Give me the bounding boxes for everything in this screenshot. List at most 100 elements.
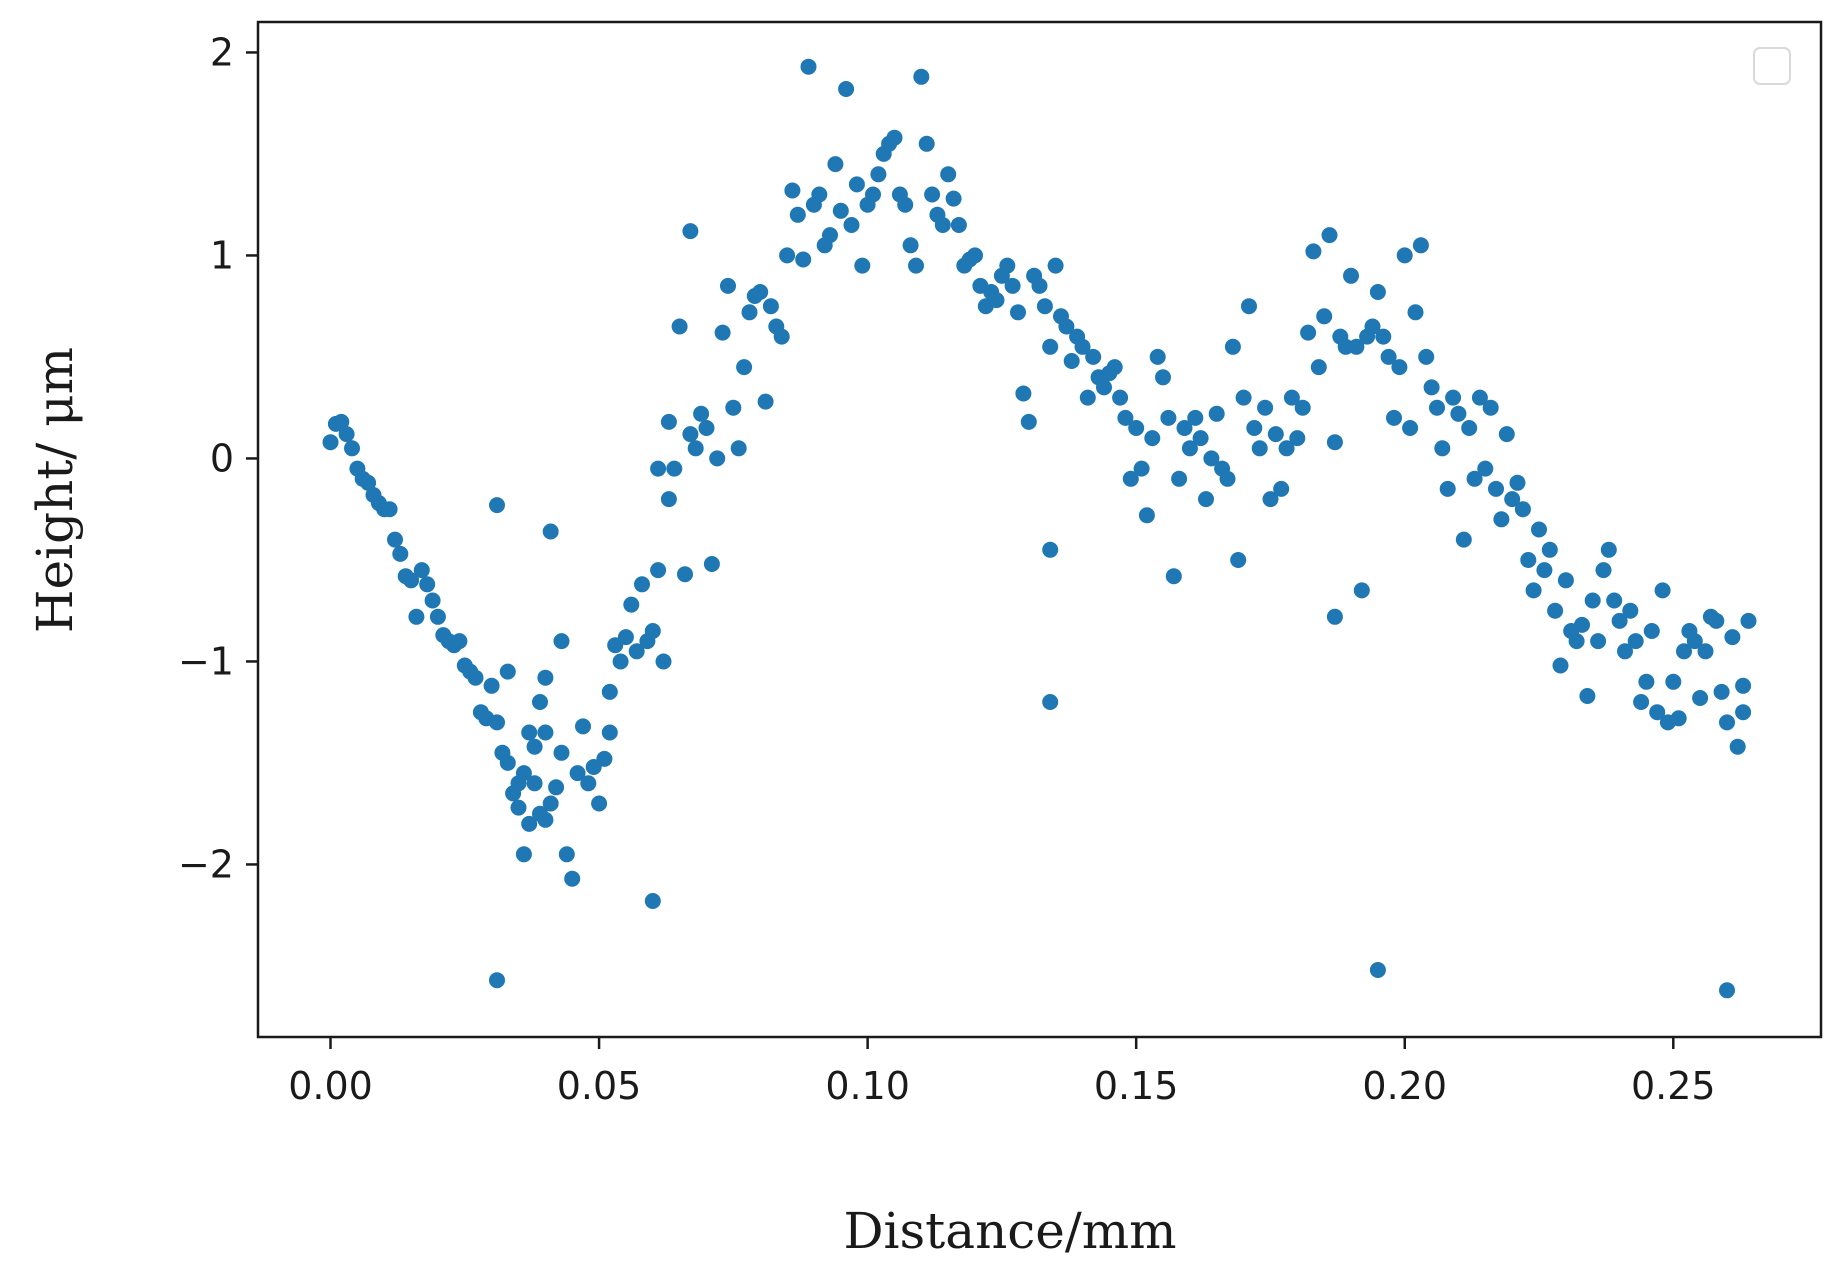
y-tick-label: 1 xyxy=(210,233,234,277)
data-point xyxy=(1665,673,1682,690)
y-tick-label: 0 xyxy=(210,436,234,480)
data-point xyxy=(1391,359,1408,376)
data-point xyxy=(1445,389,1462,406)
data-point xyxy=(1638,673,1655,690)
data-point xyxy=(1321,227,1338,244)
data-point xyxy=(1187,409,1204,426)
data-point xyxy=(1525,582,1542,599)
data-point xyxy=(403,572,420,589)
data-point xyxy=(660,413,677,430)
plot-frame xyxy=(256,20,1823,1039)
data-point xyxy=(338,426,355,443)
data-point xyxy=(1144,430,1161,447)
data-point xyxy=(1509,474,1526,491)
data-point xyxy=(714,324,731,341)
data-point xyxy=(537,811,554,828)
x-axis: 0.00 0.05 0.10 0.15 0.20 0.25 xyxy=(288,1037,1716,1108)
data-point xyxy=(408,608,425,625)
data-point xyxy=(1471,389,1488,406)
data-point xyxy=(693,405,710,422)
data-point xyxy=(1439,480,1456,497)
data-point xyxy=(1729,738,1746,755)
data-point xyxy=(1686,633,1703,650)
data-point xyxy=(1241,298,1257,315)
data-point xyxy=(1466,470,1483,487)
data-point xyxy=(1386,409,1402,426)
data-point xyxy=(1735,704,1752,721)
data-point xyxy=(467,669,484,686)
data-points xyxy=(322,58,1757,999)
data-point xyxy=(612,653,629,670)
data-point xyxy=(1267,426,1284,443)
data-point xyxy=(634,576,650,593)
data-point xyxy=(940,166,957,183)
data-point xyxy=(934,217,951,233)
data-point xyxy=(1208,405,1225,422)
data-point xyxy=(1740,612,1757,629)
data-point xyxy=(1316,308,1333,325)
data-point xyxy=(865,186,881,203)
data-point xyxy=(1198,491,1214,508)
data-point xyxy=(548,779,565,796)
data-point xyxy=(558,846,575,863)
data-point xyxy=(1633,694,1650,710)
data-point xyxy=(1407,304,1424,321)
data-point xyxy=(569,765,586,782)
data-point xyxy=(1557,572,1574,589)
data-point xyxy=(1719,714,1735,731)
data-point xyxy=(1192,430,1209,447)
data-point xyxy=(542,795,559,812)
data-point xyxy=(1697,643,1714,660)
data-point xyxy=(1692,690,1709,706)
data-point xyxy=(1278,440,1295,457)
data-point xyxy=(1112,389,1129,406)
data-point xyxy=(1096,379,1112,396)
data-point xyxy=(1504,491,1521,508)
x-tick-label: 0.00 xyxy=(288,1064,373,1108)
data-point xyxy=(483,677,500,694)
data-point xyxy=(1251,440,1268,457)
data-point xyxy=(1326,434,1343,451)
data-point xyxy=(988,292,1005,309)
data-point xyxy=(1138,507,1155,524)
data-point xyxy=(1004,277,1021,294)
data-point xyxy=(1498,426,1515,443)
data-point xyxy=(1606,592,1623,609)
data-point xyxy=(1611,612,1628,629)
data-point xyxy=(650,460,667,477)
data-point xyxy=(1160,409,1177,426)
data-point xyxy=(1117,409,1134,426)
data-point xyxy=(703,556,720,572)
data-point xyxy=(1176,420,1193,436)
data-point xyxy=(1643,623,1660,639)
data-point xyxy=(1520,552,1537,568)
data-point xyxy=(650,562,667,579)
data-point xyxy=(322,434,339,451)
data-point xyxy=(1165,568,1182,585)
data-point xyxy=(1412,237,1429,254)
data-point xyxy=(1369,962,1386,978)
data-point xyxy=(1122,470,1139,487)
data-point xyxy=(1042,541,1059,558)
data-point xyxy=(677,566,693,583)
data-point xyxy=(575,718,591,735)
data-point xyxy=(1036,298,1053,315)
data-point xyxy=(902,237,919,254)
data-point xyxy=(1418,348,1435,365)
data-point xyxy=(918,135,935,152)
y-tick-label: −2 xyxy=(178,842,234,886)
data-point xyxy=(596,750,613,767)
data-point xyxy=(1106,359,1123,376)
data-point xyxy=(580,775,597,792)
data-point xyxy=(1552,657,1569,674)
data-point xyxy=(537,669,554,686)
data-point xyxy=(1434,440,1451,457)
data-point xyxy=(1230,552,1247,568)
data-point xyxy=(848,176,865,193)
data-point xyxy=(1235,389,1252,406)
data-point xyxy=(827,156,844,173)
data-point xyxy=(1203,450,1220,467)
data-point xyxy=(1429,399,1445,416)
data-point xyxy=(1724,629,1741,646)
data-point xyxy=(1380,348,1397,365)
